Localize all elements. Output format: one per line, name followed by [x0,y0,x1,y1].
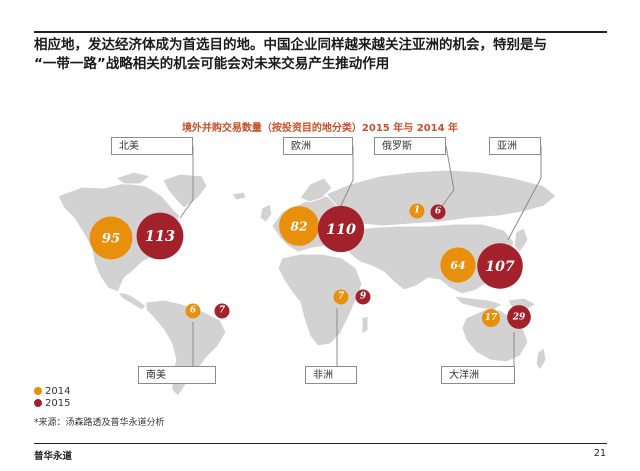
bubble-2015-region-3 [477,243,523,289]
bubble-2015-region-2 [430,204,446,220]
chart-title: 境外并购交易数量（按投资目的地分类）2015 年与 2014 年 [181,123,459,134]
land-indonesia [452,295,504,311]
bubble-2014-region-5 [333,289,349,305]
region-label-2: 俄罗斯 [374,137,446,155]
land-russia [325,169,557,227]
top-rule [34,31,607,33]
region-label-5: 非洲 [305,366,357,384]
bubble-value-2014-region-0: 95 [102,232,120,247]
bubble-value-2014-region-6: 17 [485,313,498,323]
bubble-2014-region-6 [481,308,501,328]
legend-swatch-2015 [34,399,42,407]
bubble-value-2015-region-2: 6 [435,207,442,217]
leader-line-0 [179,146,194,219]
leader-line-2 [441,145,455,207]
source-note: *来源：汤森路透及普华永道分析 [34,418,165,428]
bubble-value-2015-region-4: 7 [219,306,226,316]
bubble-2014-region-3 [440,247,476,283]
bubble-2014-region-0 [89,216,133,260]
region-label-0: 北美 [111,137,193,155]
world-land-mass [57,169,557,397]
region-label-4: 南美 [138,366,216,384]
bubble-2015-region-4 [214,303,230,319]
region-label-3: 亚洲 [489,137,541,155]
bubble-value-2015-region-1: 110 [326,222,356,238]
land-africa [277,253,363,347]
legend: 2014 2015 [34,385,70,409]
bubble-layer: 95 113 82 110 1 6 64 107 6 7 7 9 17 29 [89,203,531,329]
land-south-america [145,299,227,397]
land-iceland [231,191,247,201]
bubble-2014-region-2 [409,203,425,219]
bubble-value-2015-region-3: 107 [485,259,515,275]
page-number: 21 [593,448,606,459]
slide-heading: 相应地，发达经济体成为首选目的地。中国企业同样越来越关注亚洲的机会，特别是与 “… [34,36,614,74]
heading-line-2: “一带一路”战略相关的机会可能会对未来交易产生推动作用 [34,56,390,72]
land-japan [513,227,529,253]
bubble-value-2014-region-5: 7 [338,292,345,302]
bubble-value-2014-region-2: 1 [414,206,420,216]
callout-leader-lines [179,145,542,366]
bubble-value-2014-region-3: 64 [450,259,465,272]
land-madagascar [361,315,369,335]
legend-item-2015: 2015 [34,397,70,409]
bubble-value-2015-region-0: 113 [145,228,175,245]
land-canada-islands [114,171,152,185]
legend-swatch-2014 [34,387,42,395]
bottom-rule [34,443,607,444]
leader-line-1 [337,146,354,213]
region-label-1: 欧洲 [283,137,353,155]
bubble-2014-region-1 [279,206,319,246]
legend-label-2014: 2014 [45,385,71,397]
bubble-2015-region-6 [507,305,531,329]
bubble-value-2015-region-5: 9 [360,292,367,302]
legend-label-2015: 2015 [45,397,71,409]
land-uk [259,203,273,223]
bubble-value-2014-region-4: 6 [190,306,197,316]
bubble-value-2014-region-1: 82 [290,218,308,233]
bubble-2015-region-5 [355,289,371,305]
heading-line-1: 相应地，发达经济体成为首选目的地。中国企业同样越来越关注亚洲的机会，特别是与 [34,37,547,53]
leader-line-3 [507,146,542,241]
footer-brand: 普华永道 [34,451,73,462]
bubble-2014-region-4 [185,303,201,319]
land-new-zealand [535,347,547,371]
land-scandinavia [299,177,333,203]
land-greenland [162,173,208,209]
bubble-2015-region-1 [317,205,365,253]
legend-item-2014: 2014 [34,385,70,397]
bubble-value-2015-region-6: 29 [512,313,526,323]
region-label-6: 大洋洲 [441,366,515,384]
land-central-america [116,291,147,311]
bubble-2015-region-0 [136,212,184,260]
